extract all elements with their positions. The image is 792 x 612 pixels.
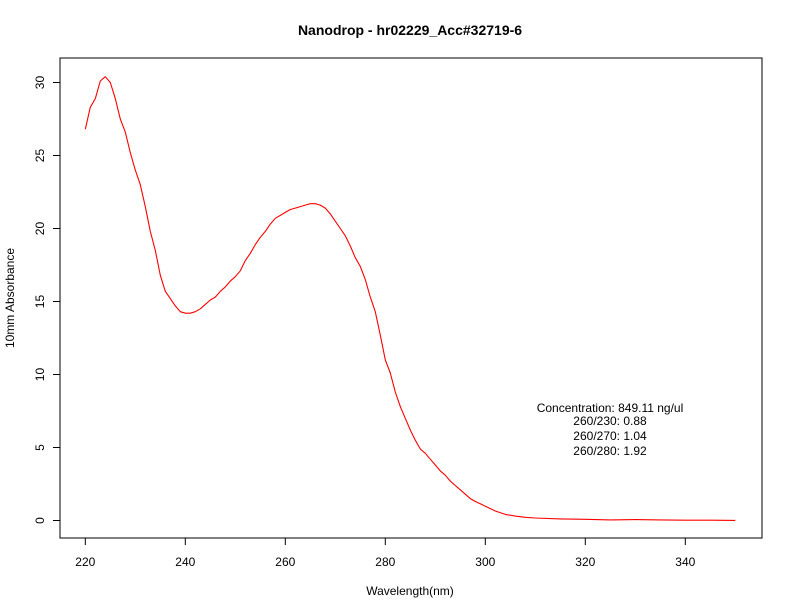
y-tick-label: 25 [33, 149, 47, 163]
y-tick-label: 10 [33, 368, 47, 382]
x-axis-label: Wavelength(nm) [366, 584, 454, 598]
x-tick-label: 280 [375, 555, 395, 569]
absorbance-series-line [84, 76, 736, 521]
x-tick-label: 260 [275, 555, 295, 569]
ratio-260-280-text: 260/280: 1.92 [573, 444, 647, 458]
concentration-text: Concentration: 849.11 ng/ul [537, 401, 684, 415]
ratio-260-230-text: 260/230: 0.88 [573, 414, 647, 428]
chart-title: Nanodrop - hr02229_Acc#32719-6 [298, 22, 522, 38]
x-tick-label: 240 [175, 555, 195, 569]
y-tick-label: 20 [33, 222, 47, 236]
stats-annotation: Concentration: 849.11 ng/ul 260/230: 0.8… [537, 401, 684, 458]
y-tick-label: 0 [33, 517, 47, 524]
x-tick-label: 340 [675, 555, 695, 569]
y-tick-label: 5 [33, 444, 47, 451]
y-tick-label: 30 [33, 76, 47, 90]
y-axis: 0 5 10 15 20 25 30 [33, 76, 61, 524]
x-tick-label: 300 [475, 555, 495, 569]
x-axis: 220 240 260 280 300 320 340 [75, 537, 696, 569]
ratio-260-270-text: 260/270: 1.04 [573, 429, 647, 443]
y-tick-label: 15 [33, 295, 47, 309]
plot-area [84, 76, 736, 521]
y-axis-label: 10mm Absorbance [3, 248, 17, 348]
x-tick-label: 320 [575, 555, 595, 569]
x-tick-label: 220 [75, 555, 95, 569]
